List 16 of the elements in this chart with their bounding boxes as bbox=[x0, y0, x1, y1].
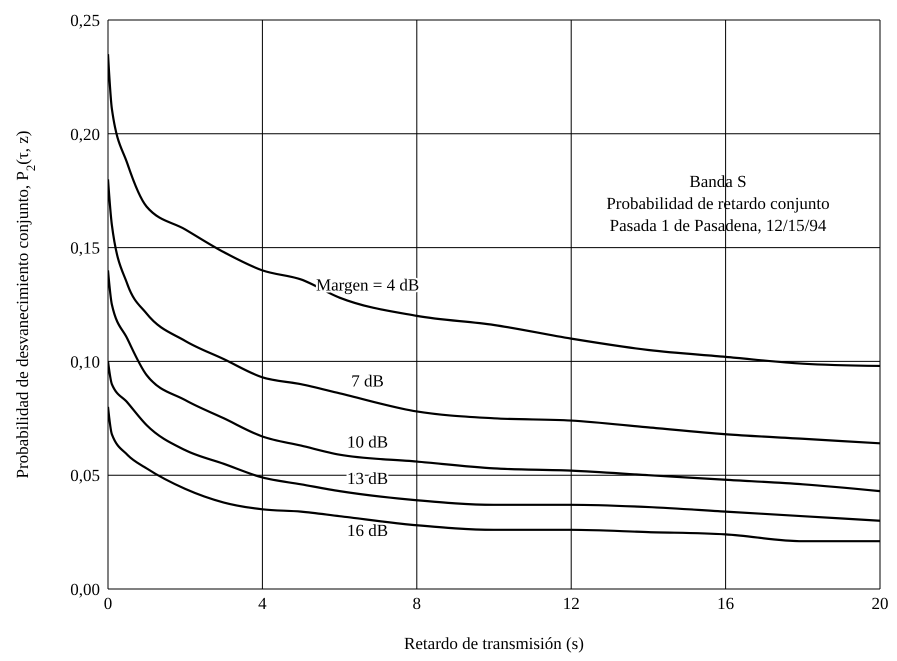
y-tick-label: 0,00 bbox=[70, 580, 100, 600]
y-tick-label: 0,20 bbox=[70, 124, 100, 144]
x-tick-label: 0 bbox=[104, 594, 112, 614]
series-label: 10 dB bbox=[347, 432, 388, 452]
x-tick-label: 20 bbox=[872, 594, 888, 614]
x-tick-label: 4 bbox=[258, 594, 268, 614]
x-tick-label: 16 bbox=[717, 594, 734, 614]
y-tick-label: 0,05 bbox=[70, 466, 100, 486]
x-tick-label: 12 bbox=[562, 594, 580, 614]
x-axis-title: Retardo de transmisión (s) bbox=[404, 634, 584, 653]
y-tick-label: 0,25 bbox=[70, 11, 100, 30]
series-label: 16 dB bbox=[347, 521, 388, 540]
y-tick-label: 0,10 bbox=[70, 352, 100, 372]
x-tick-label: 8 bbox=[412, 594, 422, 614]
y-tick-label: 0,15 bbox=[70, 238, 100, 258]
series-label: 7 dB bbox=[351, 371, 384, 390]
